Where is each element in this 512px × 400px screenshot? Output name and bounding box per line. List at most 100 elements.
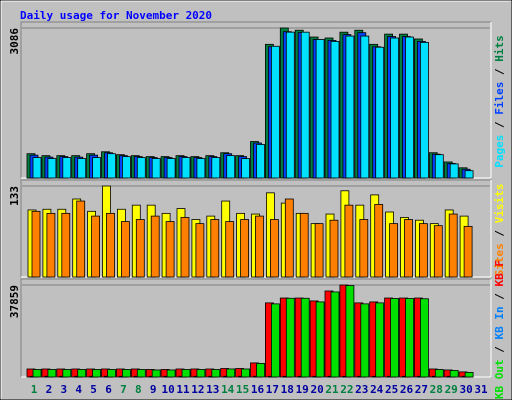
- x-tick-label: 10: [161, 383, 174, 396]
- bar: [345, 35, 355, 179]
- bar: [344, 204, 354, 278]
- x-tick-label: 23: [355, 383, 368, 396]
- bar: [314, 223, 324, 278]
- bar: [107, 153, 116, 179]
- bar: [405, 298, 414, 378]
- bar: [463, 225, 473, 278]
- y-tick-label: 37859: [8, 285, 21, 318]
- bar: [299, 212, 309, 278]
- bar: [300, 297, 310, 378]
- bar: [211, 369, 221, 378]
- y-tick-label: 133: [8, 186, 21, 206]
- bar: [315, 39, 325, 179]
- x-tick-label: 16: [251, 383, 265, 396]
- chart-title: Daily usage for November 2020: [20, 9, 212, 22]
- bar: [136, 157, 146, 179]
- x-tick-label: 28: [430, 383, 443, 396]
- bar: [46, 212, 56, 278]
- bar: [241, 368, 251, 378]
- bar: [390, 37, 400, 179]
- bar: [135, 219, 145, 278]
- bar: [300, 31, 310, 179]
- bar: [92, 369, 101, 378]
- legend-entry: Files: [493, 82, 506, 115]
- bar: [210, 219, 220, 278]
- bar: [240, 219, 250, 278]
- bar: [121, 221, 130, 278]
- x-tick-label: 6: [105, 383, 112, 396]
- x-tick-label: 31: [474, 383, 488, 396]
- bar: [449, 163, 459, 179]
- legend: Pages / Files / Hits: [493, 35, 506, 168]
- x-tick-label: 21: [325, 383, 339, 396]
- bar: [136, 369, 146, 378]
- x-tick-label: 15: [236, 383, 249, 396]
- x-tick-label: 24: [370, 383, 384, 396]
- bar: [226, 368, 236, 378]
- legend-entry: Visits: [493, 184, 506, 224]
- legend-entry: Pages: [493, 135, 506, 168]
- bar: [285, 297, 295, 378]
- bar: [91, 215, 100, 278]
- legend: Sites / Visits: [493, 184, 506, 277]
- bar: [181, 157, 191, 179]
- x-tick-label: 4: [75, 383, 82, 396]
- bar: [151, 158, 161, 179]
- legend: KB Out / KB In / KB F: [493, 260, 506, 399]
- bar: [225, 221, 235, 278]
- bar: [449, 370, 459, 378]
- bar: [330, 41, 340, 179]
- x-tick-label: 25: [385, 383, 398, 396]
- bar: [419, 41, 429, 179]
- bar: [180, 217, 190, 278]
- legend-separator: /: [493, 286, 506, 306]
- bar: [62, 369, 72, 378]
- legend-entry: Hits: [493, 35, 506, 62]
- x-tick-label: 7: [120, 383, 127, 396]
- bar: [166, 369, 176, 378]
- bar: [389, 223, 399, 278]
- x-tick-label: 13: [206, 383, 219, 396]
- bar: [47, 158, 57, 179]
- bar: [122, 369, 131, 378]
- bar: [107, 369, 116, 378]
- legend-separator: /: [493, 223, 506, 243]
- bar: [256, 362, 265, 378]
- bar: [151, 369, 161, 378]
- x-tick-label: 12: [191, 383, 204, 396]
- bar: [269, 219, 279, 278]
- bar: [418, 223, 428, 278]
- bar: [150, 215, 160, 278]
- bar: [196, 158, 206, 179]
- bar: [375, 302, 385, 378]
- bar: [77, 369, 87, 378]
- bar: [359, 219, 369, 278]
- bar: [226, 155, 236, 179]
- bar: [166, 158, 176, 179]
- bar: [315, 301, 325, 378]
- y-tick-label: 3086: [8, 28, 21, 55]
- legend-separator: /: [493, 62, 506, 82]
- bar: [241, 158, 251, 179]
- bar: [32, 369, 42, 378]
- bar: [32, 157, 42, 179]
- bar: [448, 213, 458, 278]
- bar: [270, 45, 280, 179]
- bar: [464, 371, 474, 378]
- x-tick-label: 9: [150, 383, 157, 396]
- legend-separator: /: [493, 115, 506, 135]
- bar: [360, 303, 370, 378]
- bar: [405, 36, 414, 179]
- legend-entry: KB In: [493, 306, 506, 339]
- bar: [464, 170, 474, 179]
- bar: [62, 157, 72, 179]
- bar: [375, 46, 385, 179]
- legend-separator: /: [493, 339, 506, 359]
- bar: [390, 298, 400, 378]
- x-tick-label: 3: [60, 383, 67, 396]
- bar: [284, 198, 294, 278]
- x-tick-label: 18: [281, 383, 294, 396]
- legend-entry: KB Out: [493, 359, 506, 399]
- bar: [211, 157, 221, 179]
